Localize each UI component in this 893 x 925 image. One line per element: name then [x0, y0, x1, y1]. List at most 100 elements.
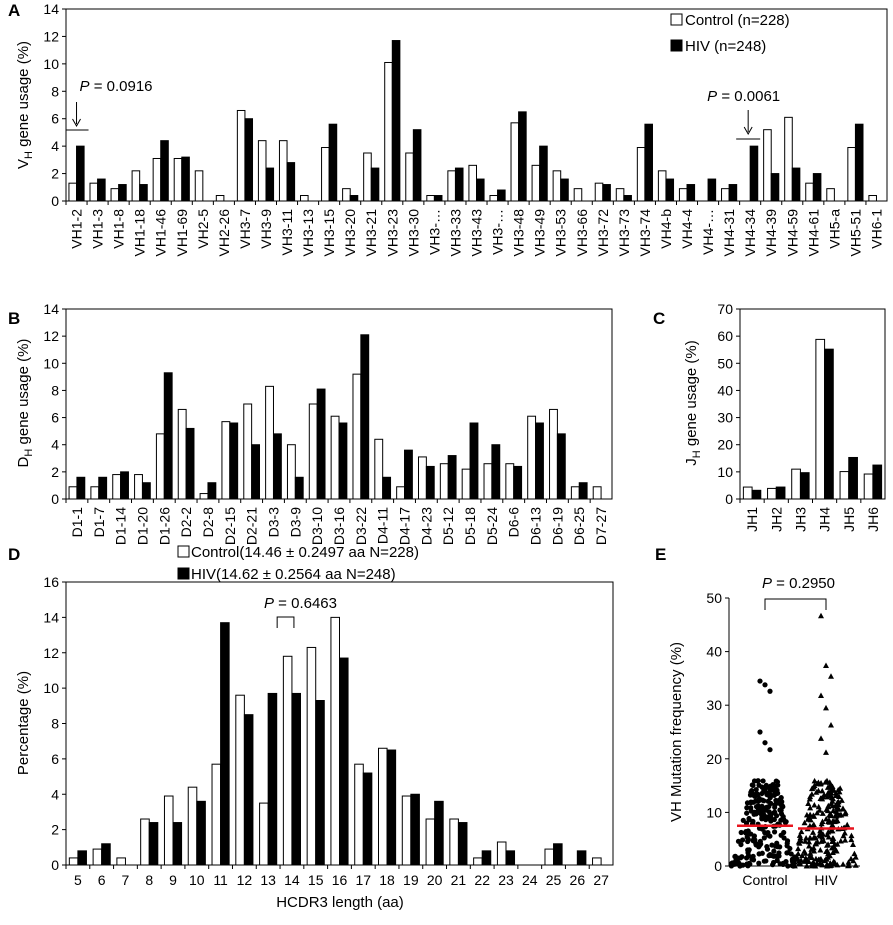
x-tick-label: D4-23: [418, 507, 434, 545]
x-tick-label: 13: [260, 872, 276, 888]
bar-hiv: [481, 850, 492, 866]
hiv-point: [838, 797, 845, 803]
bar-hiv: [812, 173, 822, 202]
x-tick-label: 26: [570, 872, 586, 888]
x-tick-label: D7-27: [593, 507, 609, 545]
control-point: [744, 805, 750, 811]
bar-control: [615, 188, 625, 202]
p-bracket: [276, 616, 295, 628]
bar-control: [308, 403, 318, 500]
bar-control: [815, 338, 826, 500]
hiv-point: [811, 802, 818, 808]
bar-hiv: [560, 178, 569, 202]
x-tick-label: VH4-…: [700, 209, 716, 255]
hiv-point: [826, 789, 833, 795]
hiv-point: [818, 838, 825, 844]
bar-control: [173, 157, 183, 202]
bar-control: [131, 170, 141, 202]
bar-control: [592, 486, 602, 500]
hiv-point: [801, 858, 808, 864]
hiv-point: [791, 862, 798, 869]
y-tick-label: 8: [51, 716, 59, 732]
bar-hiv: [454, 167, 464, 202]
bar-control: [417, 456, 427, 500]
control-point: [759, 816, 765, 822]
control-point: [744, 800, 751, 806]
hiv-point: [811, 834, 818, 840]
bar-control: [257, 140, 267, 202]
hiv-point: [806, 842, 813, 849]
bar-hiv: [229, 422, 239, 500]
bar-hiv: [181, 156, 190, 202]
bar-hiv: [686, 184, 696, 202]
x-tick-label: VH4-31: [721, 209, 737, 257]
bar-hiv: [386, 749, 397, 866]
hiv-point: [848, 836, 855, 843]
hiv-point: [823, 815, 830, 822]
control-point: [771, 848, 777, 854]
bar-control: [116, 857, 126, 866]
bar-hiv: [118, 184, 127, 202]
x-tick-label: JH4: [817, 507, 833, 532]
hiv-point: [804, 816, 811, 822]
x-tick-label: VH3-…: [490, 209, 506, 255]
x-tick-label: D6-6: [506, 507, 522, 538]
control-point: [755, 778, 761, 784]
hiv-point: [840, 861, 847, 867]
bar-control: [321, 147, 330, 202]
control-point: [774, 800, 780, 806]
hiv-point: [848, 832, 855, 839]
hiv-point: [819, 861, 826, 868]
control-point: [772, 784, 778, 790]
control-point: [743, 855, 750, 861]
x-tick-label: 27: [593, 872, 609, 888]
control-point: [762, 786, 768, 793]
bar-hiv: [196, 800, 206, 866]
bar-hiv: [412, 129, 422, 202]
bar-control: [199, 493, 209, 500]
x-tick-label: JH5: [841, 507, 857, 532]
y-tick-label: 40: [706, 644, 722, 660]
bar-hiv: [97, 178, 106, 202]
hiv-point: [811, 777, 818, 784]
x-tick-label: 12: [237, 872, 253, 888]
x-tick-label: VH2-26: [216, 209, 232, 257]
hiv-point: [807, 804, 814, 811]
control-point: [740, 837, 746, 843]
bar-hiv: [535, 422, 544, 500]
x-axis-label-d: HCDR3 length (aa): [276, 894, 404, 911]
bar-control: [461, 468, 471, 500]
bar-control: [363, 152, 372, 202]
bar-control: [110, 188, 120, 202]
bar-hiv: [576, 850, 587, 866]
hiv-point: [825, 802, 832, 809]
bar-control: [439, 463, 449, 500]
p-value-vh1-2: P = 0.0916: [80, 78, 153, 95]
hiv-point: [850, 841, 857, 848]
bar-control: [868, 195, 877, 202]
hiv-point: [819, 834, 826, 840]
hiv-point: [842, 810, 849, 817]
bar-hiv: [513, 465, 523, 500]
control-point: [743, 820, 750, 826]
control-point: [768, 818, 774, 824]
bar-control: [505, 463, 515, 500]
x-tick-label: D2-21: [244, 507, 260, 545]
control-point: [787, 845, 793, 852]
control-point: [761, 798, 767, 804]
y-tick-label: 2: [51, 464, 59, 480]
bar-control: [449, 818, 459, 866]
legend-swatch-hiv: [670, 39, 683, 52]
control-point: [770, 859, 777, 866]
control-point: [737, 855, 744, 861]
x-tick-label: D3-9: [287, 507, 303, 538]
control-point: [778, 795, 784, 801]
bar-hiv: [339, 657, 349, 866]
y-tick-label: 10: [43, 355, 59, 371]
bar-hiv: [505, 850, 516, 866]
legend-label-control-d: Control(14.46 ± 0.2497 aa N=228): [191, 544, 419, 561]
x-tick-label: VH1-2: [69, 209, 85, 249]
bar-hiv: [728, 184, 738, 202]
hiv-point: [827, 828, 834, 834]
bar-hiv: [556, 433, 566, 500]
